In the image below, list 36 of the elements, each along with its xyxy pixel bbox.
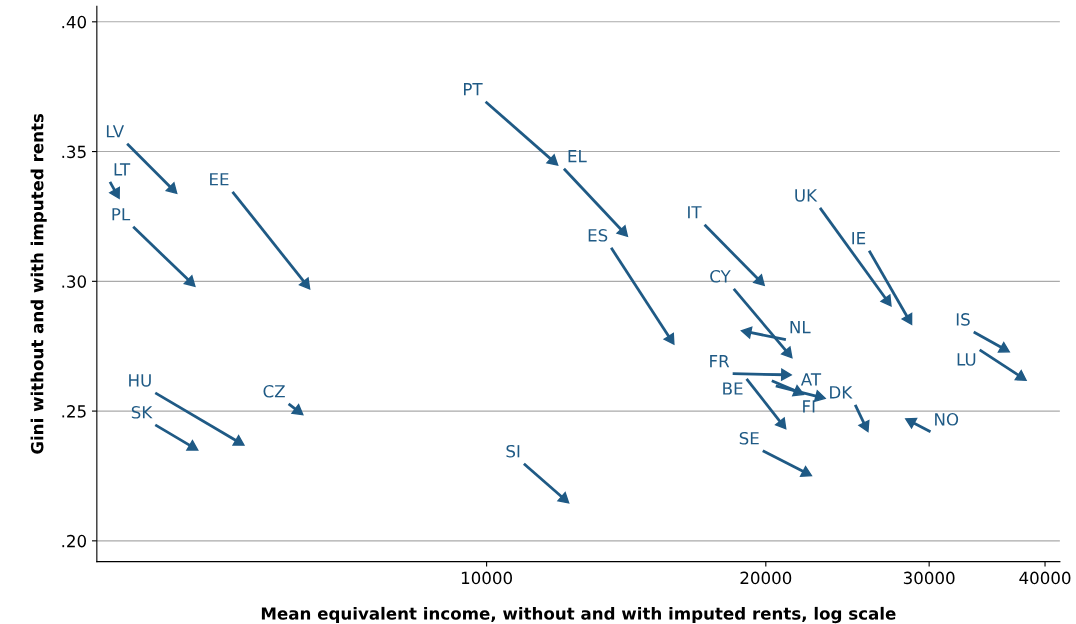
series-label: PL: [112, 208, 131, 221]
series-label: IE: [852, 232, 866, 245]
series-label: EL: [568, 150, 587, 163]
series-label: NL: [790, 321, 811, 334]
series-label: LV: [106, 125, 125, 138]
y-axis-title: Gini without and with imputed rents: [30, 113, 47, 454]
series-label: NO: [935, 413, 959, 426]
series-label: SI: [506, 444, 520, 458]
series-label: DK: [830, 386, 853, 399]
series-label: UK: [795, 189, 818, 202]
series-label: FI: [803, 400, 815, 413]
x-axis-title: Mean equivalent income, without and with imputed rents, log scale: [261, 606, 896, 624]
y-tick-label: .30: [62, 275, 87, 288]
y-tick-label: .25: [62, 405, 86, 418]
series-label: ES: [588, 229, 608, 242]
y-tick-label: .20: [62, 534, 87, 548]
y-tick-label: .35: [62, 145, 86, 159]
x-tick-label: 40000: [1019, 571, 1071, 585]
series-label: HU: [129, 374, 151, 387]
series-label: PT: [464, 83, 483, 96]
x-tick-label: 10000: [461, 571, 513, 585]
series-label: IS: [956, 313, 970, 326]
series-label: AT: [800, 373, 822, 386]
series-label: LT: [114, 163, 131, 176]
series-label: SE: [739, 431, 759, 445]
series-label: SK: [131, 406, 153, 419]
series-label: IT: [688, 206, 702, 219]
series-label: FR: [710, 355, 730, 368]
series-label: LU: [957, 353, 976, 366]
series-label: CY: [710, 270, 731, 283]
series-label: EE: [210, 173, 229, 186]
series-label: CZ: [263, 384, 285, 398]
series-label: BE: [723, 382, 743, 395]
y-tick-label: .40: [62, 15, 87, 29]
x-tick-label: 20000: [740, 571, 792, 585]
x-tick-label: 30000: [903, 571, 955, 585]
